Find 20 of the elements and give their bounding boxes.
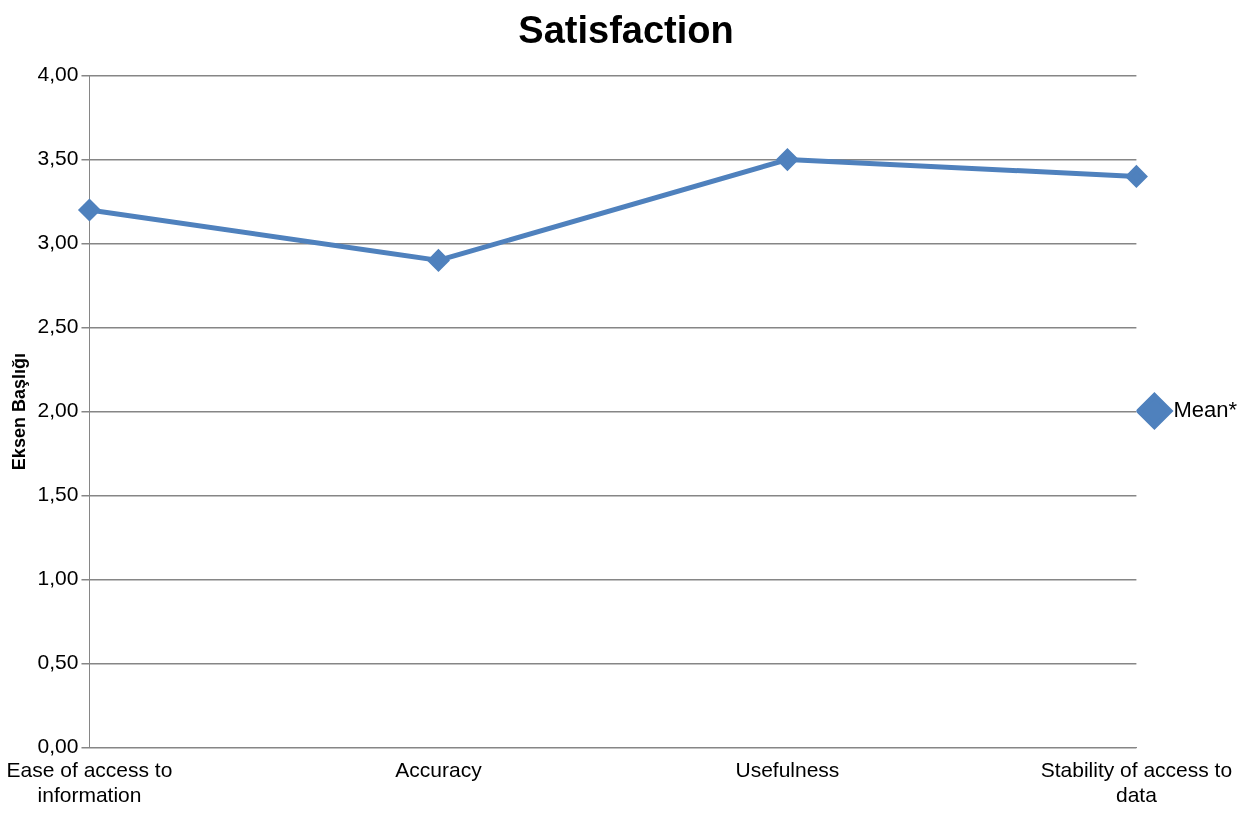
y-tick-label: 3,00: [37, 230, 79, 254]
y-tick-label: 0,50: [37, 650, 79, 674]
y-tick-label: 1,00: [37, 566, 79, 590]
chart-title: Satisfaction: [518, 9, 734, 52]
x-tick-label: Ease of access to information: [6, 758, 173, 807]
x-tick-label: Usefulness: [735, 758, 840, 781]
x-tick-label: Accuracy: [395, 758, 483, 781]
point: [427, 249, 449, 271]
y-tick-label: 1,50: [37, 482, 79, 506]
point: [78, 199, 100, 221]
y-tick-label: 4,00: [37, 62, 79, 86]
y-tick-label: 3,50: [37, 146, 79, 170]
x-tick-label: Stability of access to data: [1040, 758, 1233, 807]
y-tick-label: 2,00: [37, 398, 79, 422]
legend-label: Mean*: [1173, 397, 1238, 423]
point: [1125, 165, 1147, 187]
y-axis-title: Eksen Başlığı: [8, 353, 29, 471]
y-tick-label: 0,00: [37, 734, 79, 758]
point: [776, 149, 798, 171]
y-tick-label: 2,50: [37, 314, 79, 338]
